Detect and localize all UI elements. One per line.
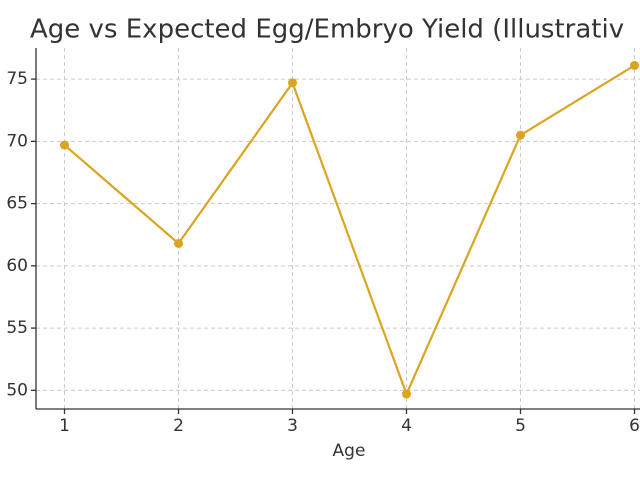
y-tick-label: 75 [6,69,28,89]
x-tick-label: 2 [173,416,184,436]
point [174,238,183,248]
x-tick-label: 3 [287,416,298,436]
y-tick-label: 50 [6,380,28,400]
point [630,60,639,70]
x-tick-label: 6 [629,416,640,436]
x-tick-label: 4 [401,416,412,436]
y-tick-label: 70 [6,131,28,151]
point [288,78,297,88]
point [60,140,69,150]
point [516,130,525,140]
y-tick-label: 65 [6,194,28,214]
y-tick-label: 60 [6,256,28,276]
line-series [63,64,636,398]
y-tick-label: 55 [6,318,28,338]
x-axis-label: Age [333,441,366,461]
x-tick-label: 1 [59,416,70,436]
chart-title: Age vs Expected Egg/Embryo Yield (Illust… [30,15,624,45]
point [402,389,411,399]
x-tick-label: 5 [515,416,526,436]
